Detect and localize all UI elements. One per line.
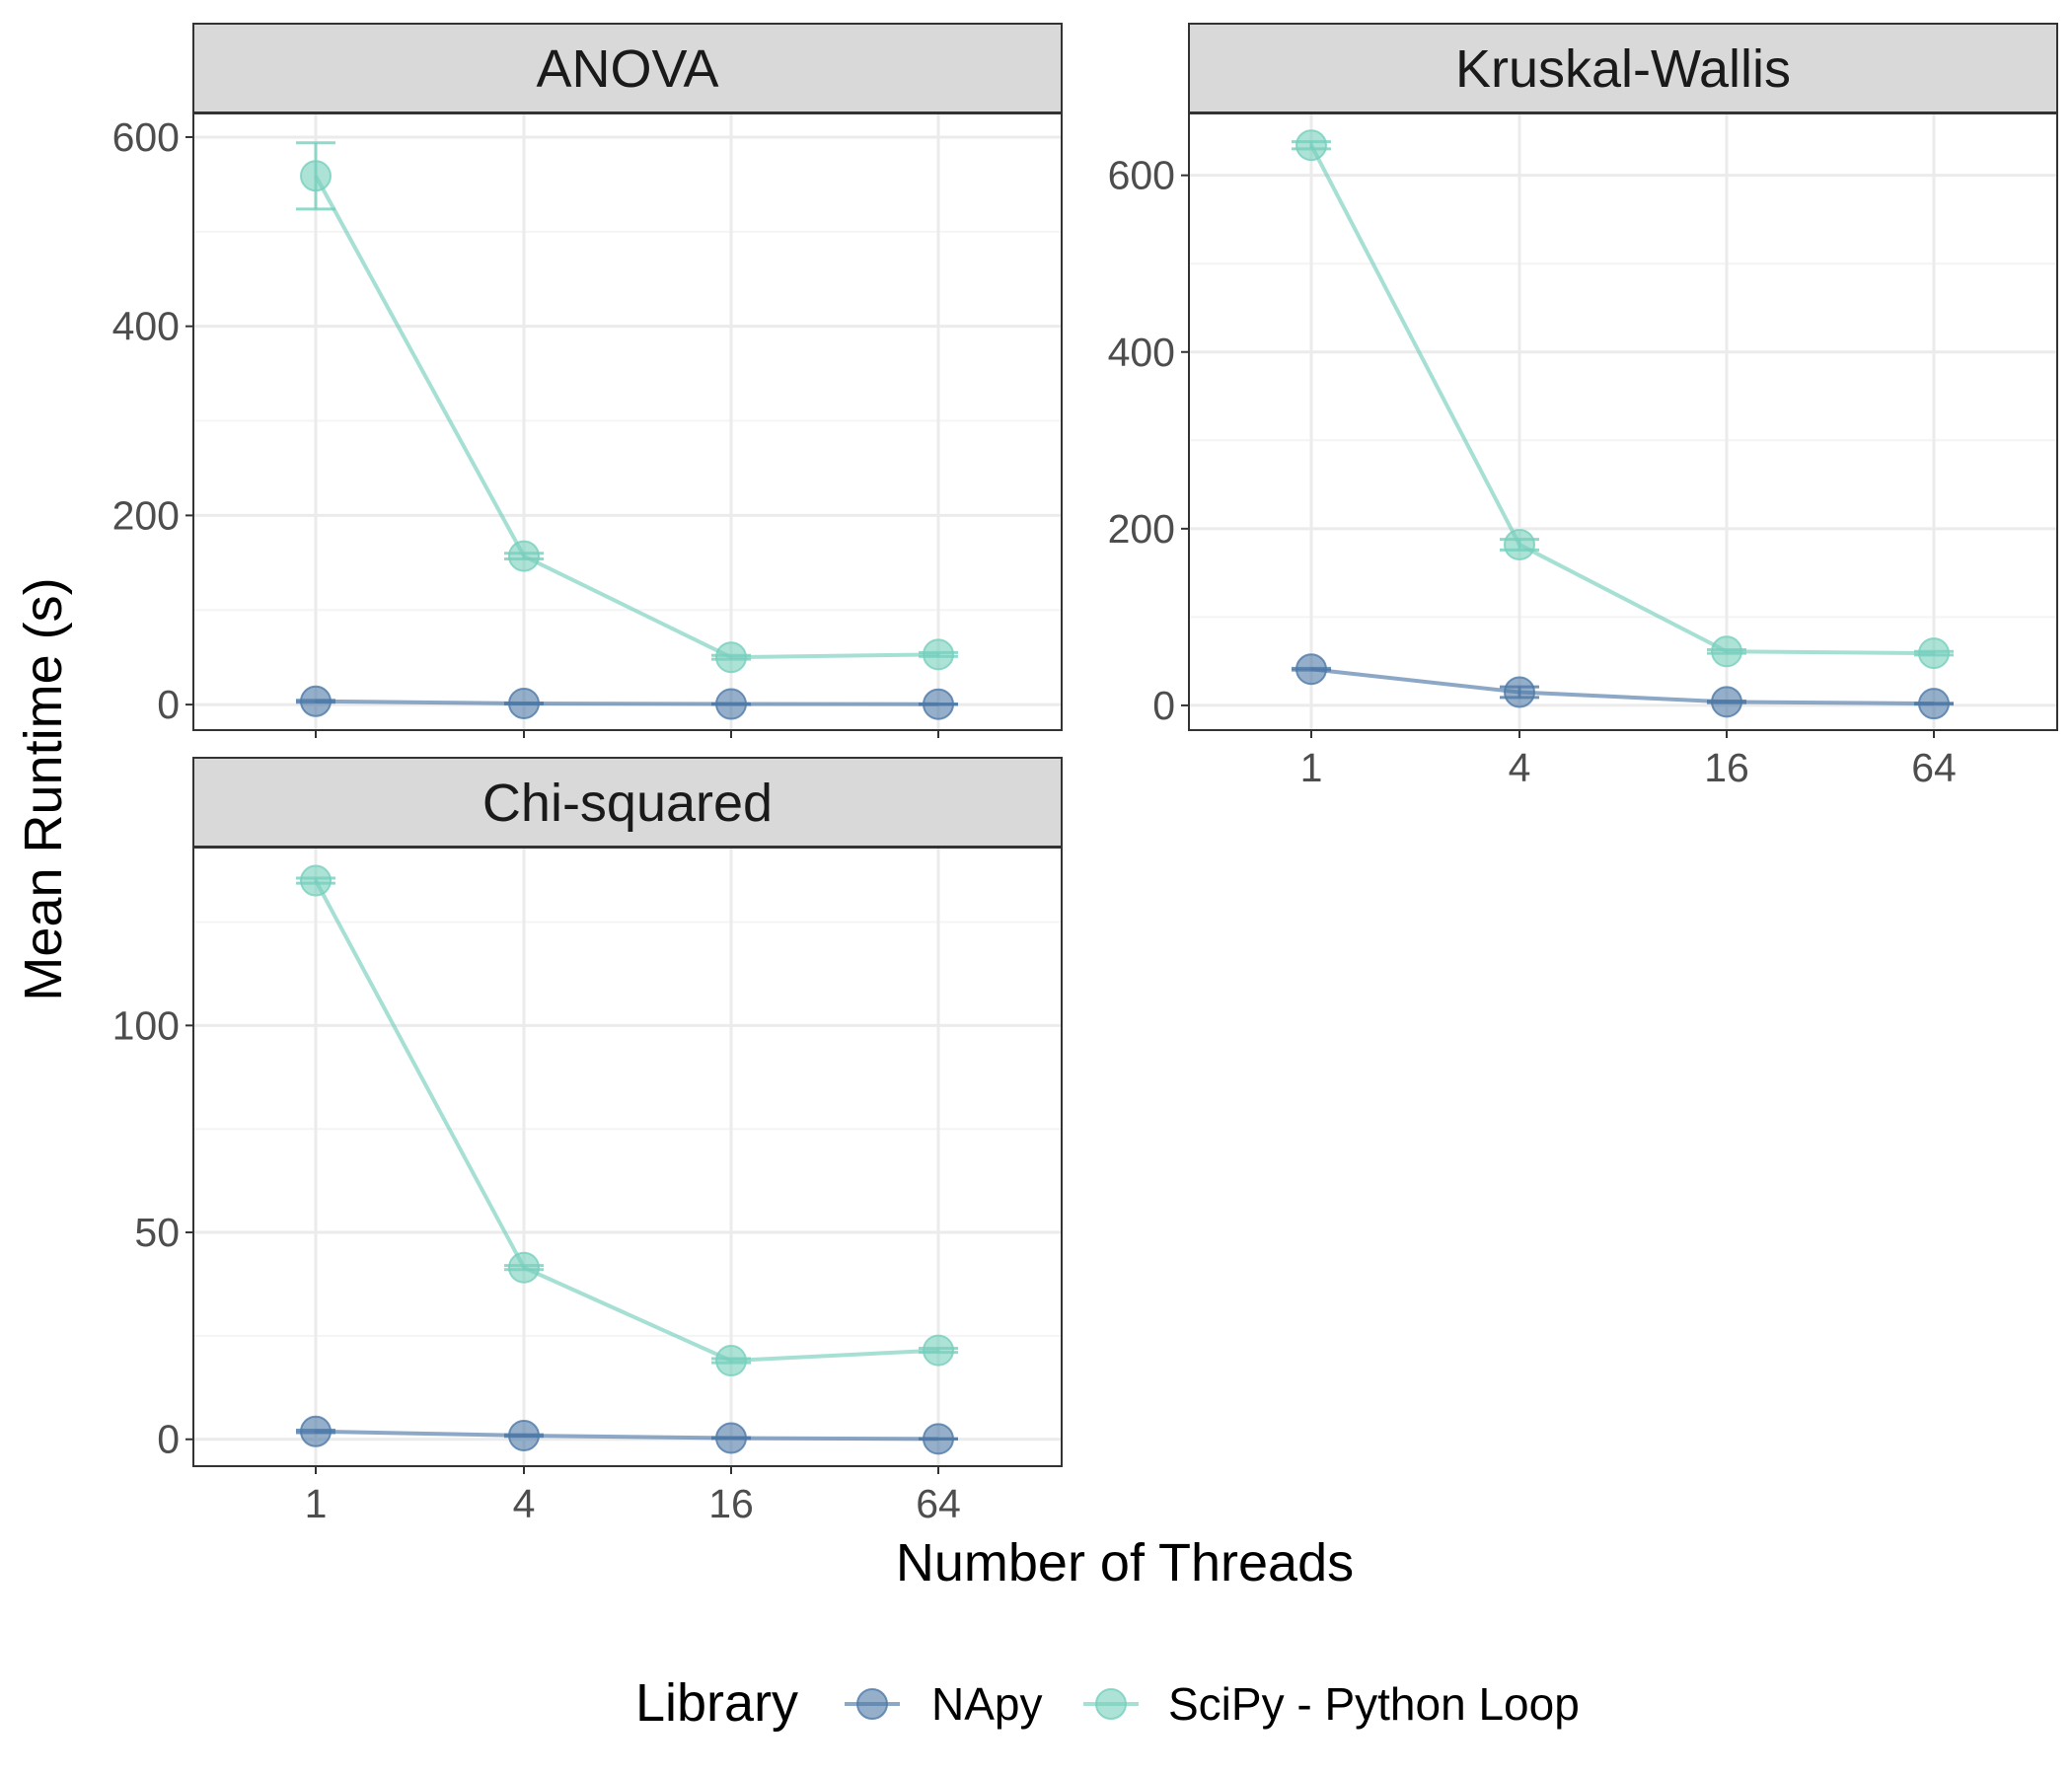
data-point-anova-scipy-python-loop-1 bbox=[508, 540, 540, 572]
y-tick-label-anova-2: 400 bbox=[112, 304, 180, 349]
data-point-anova-napy-2 bbox=[715, 688, 747, 720]
series-chi-squared-napy bbox=[296, 1415, 958, 1455]
panel-border-anova bbox=[192, 112, 1063, 731]
x-tick-label-chi-squared-3: 64 bbox=[916, 1481, 961, 1526]
x-axis-title: Number of Threads bbox=[896, 1533, 1354, 1592]
data-point-anova-scipy-python-loop-3 bbox=[923, 638, 954, 671]
y-tick-label-chi-squared-1: 50 bbox=[134, 1210, 180, 1255]
data-point-anova-scipy-python-loop-0 bbox=[300, 160, 332, 192]
data-point-kruskal-wallis-napy-1 bbox=[1504, 676, 1535, 708]
panel-bg-kruskal-wallis bbox=[1189, 113, 2057, 730]
panel-bg-chi-squared bbox=[193, 848, 1062, 1466]
y-tick-label-anova-0: 0 bbox=[157, 682, 180, 727]
y-tick-label-anova-3: 600 bbox=[112, 114, 180, 160]
series-line-chi-squared-scipy-python-loop bbox=[314, 879, 939, 1364]
panel-chi-squared: Chi-squared 0 50 100 1 4 16 64 bbox=[112, 757, 1063, 1526]
x-tick-label-kruskal-wallis-2: 16 bbox=[1704, 745, 1749, 790]
strip-kruskal-wallis bbox=[1188, 23, 2058, 113]
legend-key-scipy-point bbox=[1095, 1688, 1127, 1720]
strip-label-kruskal-wallis: Kruskal-Wallis bbox=[1455, 39, 1791, 99]
data-point-kruskal-wallis-scipy-python-loop-3 bbox=[1918, 637, 1950, 670]
y-tick-label-kruskal-wallis-0: 0 bbox=[1152, 683, 1175, 728]
data-point-anova-napy-0 bbox=[300, 685, 332, 717]
panel-border-kruskal-wallis bbox=[1188, 112, 2058, 731]
strip-chi-squared bbox=[192, 757, 1063, 848]
strip-anova bbox=[192, 23, 1063, 113]
data-point-chi-squared-scipy-python-loop-1 bbox=[508, 1251, 540, 1284]
y-axis-title: Mean Runtime (s) bbox=[14, 577, 73, 1000]
legend-label-scipy: SciPy - Python Loop bbox=[1168, 1678, 1580, 1730]
data-point-chi-squared-napy-2 bbox=[715, 1422, 747, 1454]
y-tick-label-chi-squared-2: 100 bbox=[112, 1002, 180, 1048]
panel-border-chi-squared bbox=[192, 847, 1063, 1467]
data-point-kruskal-wallis-napy-3 bbox=[1918, 688, 1950, 720]
series-anova-scipy-python-loop bbox=[296, 141, 958, 674]
chart-panels: ANOVA 0 200 400 600 Kruskal-Wallis 0 200 400 600 1… bbox=[112, 23, 2058, 1526]
series-line-anova-scipy-python-loop bbox=[314, 175, 939, 660]
legend-label-napy: NApy bbox=[931, 1678, 1042, 1730]
series-kruskal-wallis-napy bbox=[1292, 653, 1954, 720]
legend-title: Library bbox=[635, 1673, 798, 1733]
x-tick-label-chi-squared-1: 4 bbox=[513, 1481, 536, 1526]
data-point-anova-scipy-python-loop-2 bbox=[715, 641, 747, 674]
series-kruskal-wallis-scipy-python-loop bbox=[1292, 129, 1954, 670]
legend-key-napy-point bbox=[856, 1688, 888, 1720]
x-tick-label-kruskal-wallis-1: 4 bbox=[1509, 745, 1531, 790]
data-point-kruskal-wallis-napy-0 bbox=[1295, 653, 1327, 686]
x-tick-label-chi-squared-2: 16 bbox=[708, 1481, 754, 1526]
y-tick-label-chi-squared-0: 0 bbox=[157, 1417, 180, 1462]
series-line-chi-squared-napy bbox=[315, 1429, 939, 1442]
data-point-chi-squared-napy-3 bbox=[923, 1423, 954, 1455]
series-anova-napy bbox=[296, 685, 958, 720]
data-point-kruskal-wallis-scipy-python-loop-1 bbox=[1504, 528, 1535, 560]
y-tick-label-anova-1: 200 bbox=[112, 492, 180, 538]
series-line-kruskal-wallis-napy bbox=[1310, 667, 1935, 706]
series-chi-squared-scipy-python-loop bbox=[296, 864, 958, 1377]
data-point-chi-squared-scipy-python-loop-3 bbox=[923, 1334, 954, 1367]
legend-key-napy bbox=[845, 1688, 900, 1720]
legend: Library NApy SciPy - Python Loop bbox=[635, 1673, 1580, 1733]
data-point-chi-squared-scipy-python-loop-2 bbox=[715, 1345, 747, 1377]
data-point-kruskal-wallis-scipy-python-loop-0 bbox=[1295, 129, 1327, 162]
data-point-chi-squared-scipy-python-loop-0 bbox=[300, 864, 332, 897]
panel-anova: ANOVA 0 200 400 600 bbox=[112, 23, 1063, 738]
legend-key-scipy bbox=[1083, 1688, 1139, 1720]
data-point-chi-squared-napy-0 bbox=[300, 1415, 332, 1447]
panel-kruskal-wallis: Kruskal-Wallis 0 200 400 600 1 4 16 64 bbox=[1108, 23, 2058, 790]
x-tick-label-kruskal-wallis-3: 64 bbox=[1911, 745, 1957, 790]
data-point-kruskal-wallis-scipy-python-loop-2 bbox=[1711, 635, 1742, 668]
data-point-chi-squared-napy-1 bbox=[508, 1419, 540, 1451]
series-line-anova-napy bbox=[315, 699, 939, 706]
data-point-anova-napy-1 bbox=[508, 687, 540, 719]
series-line-kruskal-wallis-scipy-python-loop bbox=[1309, 144, 1935, 656]
data-point-kruskal-wallis-napy-2 bbox=[1711, 686, 1742, 718]
strip-label-chi-squared: Chi-squared bbox=[482, 774, 773, 833]
y-tick-label-kruskal-wallis-1: 200 bbox=[1108, 506, 1175, 552]
y-tick-label-kruskal-wallis-3: 600 bbox=[1108, 153, 1175, 198]
data-point-anova-napy-3 bbox=[923, 688, 954, 720]
x-tick-label-chi-squared-0: 1 bbox=[305, 1481, 328, 1526]
x-tick-label-kruskal-wallis-0: 1 bbox=[1300, 745, 1323, 790]
y-tick-label-kruskal-wallis-2: 400 bbox=[1108, 330, 1175, 375]
strip-label-anova: ANOVA bbox=[536, 39, 718, 99]
